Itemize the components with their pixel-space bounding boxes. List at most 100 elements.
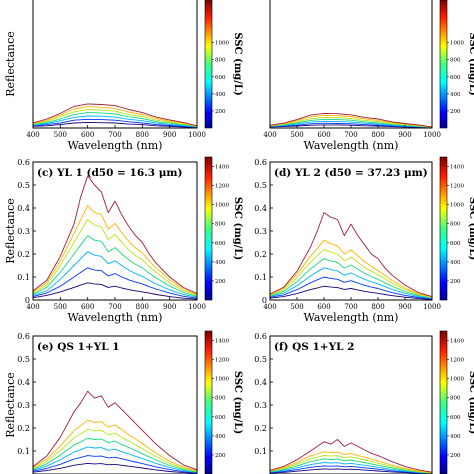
colorbar-tick-label: 800 — [215, 222, 226, 228]
colorbar-label: SSC (mg/L) — [467, 32, 474, 95]
series-line-7 — [33, 390, 197, 471]
series-line-3 — [33, 446, 197, 473]
x-tick-label: 900 — [163, 131, 176, 139]
series-line-3 — [33, 251, 197, 298]
plot-frame — [269, 0, 433, 129]
colorbar-tick-label: 1200 — [450, 184, 464, 190]
colorbar-tick-label: 200 — [215, 453, 226, 459]
colorbar-tick-label: 1400 — [215, 339, 229, 345]
series-line-3 — [270, 462, 432, 474]
series-line-2 — [270, 465, 432, 474]
series-line-4 — [270, 258, 432, 299]
colorbar-tick-label: 400 — [215, 434, 226, 440]
colorbar-tick-label: 800 — [450, 58, 461, 64]
x-tick-label: 700 — [108, 303, 121, 311]
colorbar-tick-label: 1000 — [215, 377, 229, 383]
series-line-4 — [33, 437, 197, 473]
x-tick-label: 1000 — [188, 303, 206, 311]
series-line-7 — [33, 175, 197, 295]
colorbar-tick-label: 200 — [450, 109, 461, 115]
plot-frame — [32, 335, 198, 474]
series-group — [33, 175, 197, 300]
series-line-6 — [33, 106, 197, 127]
colorbar — [439, 156, 448, 301]
plot-frame — [269, 161, 433, 301]
panel-c: 0 0.1 0.2 0.3 0.4 0.5 0.6 400 500 600 700 800 900 100… — [4, 156, 243, 324]
y-tick-label: 0.1 — [254, 447, 267, 456]
x-axis-label: Wavelength (nm) — [68, 139, 163, 152]
series-line-5 — [33, 219, 197, 296]
series-line-2 — [33, 267, 197, 299]
y-tick-label: 0.2 — [254, 250, 267, 259]
series-line-7 — [270, 212, 432, 298]
y-tick-label: 0.2 — [17, 424, 30, 433]
series-line-2 — [270, 276, 432, 300]
y-tick-label: 0.1 — [17, 273, 30, 282]
panel-d: 0 0.1 0.2 0.3 0.4 0.5 0.6 400 500 600 700 800 900 100… — [254, 156, 474, 324]
colorbar — [204, 330, 213, 474]
x-tick-label: 800 — [136, 131, 149, 139]
y-tick-label: 0.5 — [17, 355, 30, 364]
colorbar-tick-label: 200 — [215, 109, 226, 115]
series-line-7 — [33, 103, 197, 127]
x-tick-label: 500 — [290, 303, 303, 311]
x-tick-label: 400 — [26, 131, 39, 139]
series-line-5 — [270, 248, 432, 298]
x-tick-label: 1000 — [423, 131, 441, 139]
colorbar-tick-label: 1000 — [215, 203, 229, 209]
colorbar-tick-label: 1000 — [450, 377, 464, 383]
series-line-5 — [270, 116, 432, 128]
colorbar-tick-label: 600 — [450, 415, 461, 421]
colorbar — [204, 0, 213, 129]
y-tick-label: 0.3 — [254, 227, 267, 236]
y-tick-label: 0.5 — [17, 181, 30, 190]
colorbar-tick-label: 600 — [450, 241, 461, 247]
x-tick-label: 600 — [81, 303, 94, 311]
colorbar-label: SSC (mg/L) — [467, 197, 474, 260]
colorbar — [204, 156, 213, 301]
x-tick-label: 500 — [54, 303, 67, 311]
y-axis-label: Reflectance — [4, 31, 17, 97]
colorbar-tick-label: 400 — [450, 92, 461, 98]
colorbar-tick-label: 200 — [450, 453, 461, 459]
colorbar-label: SSC (mg/L) — [467, 371, 474, 434]
x-tick-label: 600 — [317, 131, 330, 139]
series-line-6 — [270, 451, 432, 474]
x-tick-label: 600 — [81, 131, 94, 139]
colorbar-label: SSC (mg/L) — [232, 371, 243, 434]
y-tick-label: 0.1 — [254, 273, 267, 282]
colorbar-tick-label: 1400 — [450, 339, 464, 345]
colorbar — [439, 330, 448, 474]
panel-a: 400 500 600 700 800 900 1000 Wavelength (nm) Ref… — [4, 0, 243, 152]
x-tick-label: 400 — [26, 303, 39, 311]
y-tick-label: 0.5 — [254, 355, 267, 364]
series-line-7 — [270, 439, 432, 473]
x-axis-label: Wavelength (nm) — [304, 311, 399, 324]
series-line-1 — [270, 285, 432, 300]
series-line-6 — [270, 239, 432, 298]
y-tick-label: 0 — [262, 296, 267, 305]
x-tick-label: 400 — [263, 131, 276, 139]
panel-b: 400 500 600 700 800 900 1000 Wavelength (nm) 100… — [263, 0, 474, 152]
x-tick-label: 700 — [344, 131, 357, 139]
colorbar-label: SSC (mg/L) — [232, 197, 243, 260]
colorbar-tick-label: 200 — [450, 279, 461, 285]
series-line-2 — [33, 455, 197, 474]
x-axis-label: Wavelength (nm) — [304, 139, 399, 152]
x-tick-label: 600 — [317, 303, 330, 311]
colorbar — [439, 0, 448, 129]
colorbar-tick-label: 400 — [450, 434, 461, 440]
x-tick-label: 500 — [290, 131, 303, 139]
colorbar-tick-label: 600 — [215, 415, 226, 421]
x-tick-label: 800 — [371, 131, 384, 139]
y-tick-label: 0.6 — [254, 332, 267, 341]
y-tick-label: 0.6 — [17, 332, 30, 341]
y-tick-label: 0.6 — [17, 158, 30, 167]
colorbar-tick-label: 400 — [215, 260, 226, 266]
series-line-4 — [33, 112, 197, 128]
colorbar-tick-label: 1400 — [450, 165, 464, 171]
panel-f: 0.6 0.5 0.4 0.3 0.2 0.1 (f) QS 1+YL 2 1400 1200 1… — [254, 330, 474, 474]
colorbar-tick-label: 800 — [215, 58, 226, 64]
y-tick-label: 0.2 — [254, 424, 267, 433]
panel-title: (e) QS 1+YL 1 — [37, 341, 120, 353]
